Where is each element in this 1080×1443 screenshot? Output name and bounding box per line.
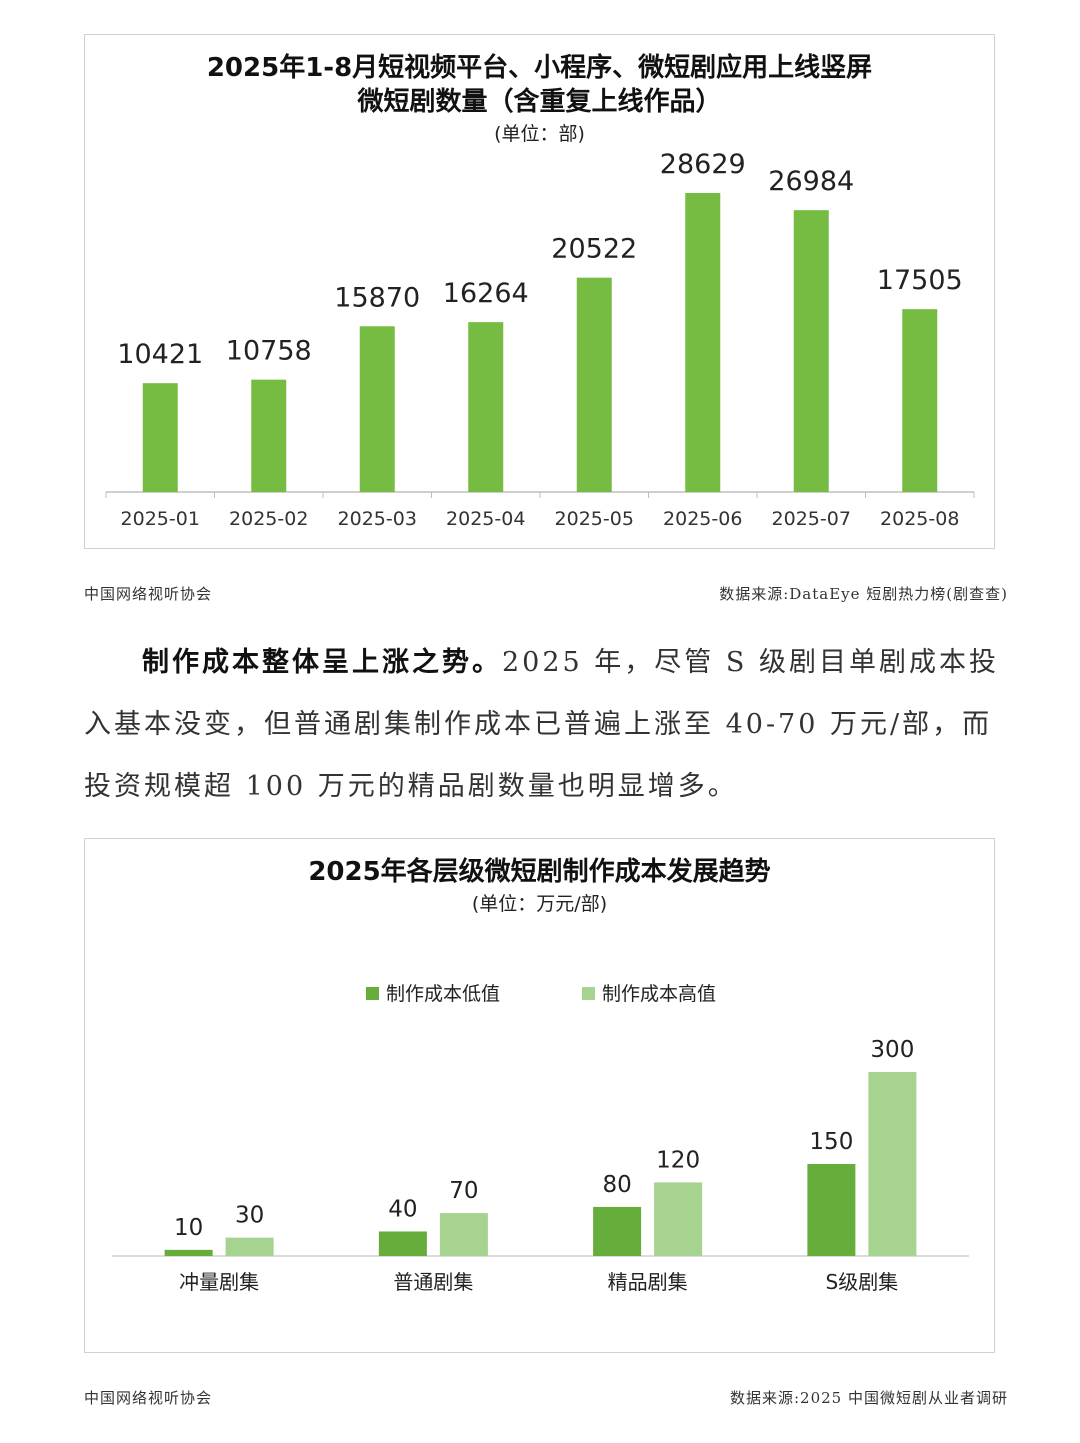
source-label-1: 数据来源:DataEye 短剧热力榜(剧查查) — [719, 585, 1008, 603]
x-tick-label: 2025-08 — [880, 508, 959, 530]
bar-value-label: 28629 — [660, 149, 746, 180]
bar-value-label: 120 — [656, 1147, 700, 1173]
bar-low — [807, 1164, 856, 1256]
bar — [902, 309, 938, 492]
source-label-2: 数据来源:2025 中国微短剧从业者调研 — [730, 1389, 1008, 1407]
chart-1-title-line-1: 2025年1-8月短视频平台、小程序、微短剧应用上线竖屏 — [206, 53, 873, 83]
legend-swatch — [582, 987, 595, 1000]
x-tick-label: S级剧集 — [826, 1270, 899, 1294]
x-tick-label: 2025-02 — [229, 508, 308, 530]
bar-value-label: 70 — [449, 1178, 478, 1204]
body-paragraph: 制作成本整体呈上涨之势。2025 年，尽管 S 级剧目单剧成本投入基本没变，但普… — [84, 632, 1010, 818]
bar — [359, 326, 395, 492]
x-tick-label: 2025-01 — [121, 508, 200, 530]
x-tick-label: 普通剧集 — [393, 1270, 473, 1294]
legend-label: 制作成本低值 — [386, 983, 500, 1005]
chart-1-plot: 10421 2025-01 10758 2025-02 15870 2025-03 1626… — [105, 149, 975, 530]
bar-value-label: 20522 — [551, 234, 637, 265]
x-tick-label: 精品剧集 — [608, 1270, 688, 1294]
bar-value-label: 80 — [602, 1172, 631, 1198]
bar — [251, 379, 287, 492]
bar-high — [654, 1182, 703, 1256]
chart-1-panel: 2025年1-8月短视频平台、小程序、微短剧应用上线竖屏 微短剧数量（含重复上线… — [84, 34, 995, 549]
chart-1-unit: (单位：部) — [494, 123, 585, 145]
body-lead-sentence: 制作成本整体呈上涨之势。 — [142, 647, 502, 678]
legend-label: 制作成本高值 — [602, 983, 716, 1005]
bar-value-label: 10 — [174, 1215, 203, 1241]
x-tick-label: 2025-03 — [338, 508, 417, 530]
bar-value-label: 300 — [870, 1037, 914, 1063]
bar-high — [439, 1213, 488, 1256]
bar — [793, 210, 829, 493]
bar — [468, 322, 504, 492]
bar-value-label: 30 — [235, 1203, 264, 1229]
bar — [576, 277, 612, 492]
bar-high — [868, 1072, 917, 1256]
bar-value-label: 16264 — [443, 278, 529, 309]
chart-2-panel: 2025年各层级微短剧制作成本发展趋势 (单位：万元/部) 10 30 冲量剧集 40… — [84, 838, 995, 1353]
org-label-2: 中国网络视听协会 — [84, 1389, 213, 1407]
chart-2-unit: (单位：万元/部) — [471, 893, 608, 915]
chart-2-title: 2025年各层级微短剧制作成本发展趋势 — [308, 857, 771, 887]
x-tick-label: 2025-05 — [555, 508, 634, 530]
bar-low — [378, 1231, 427, 1256]
x-tick-label: 2025-07 — [772, 508, 851, 530]
x-tick-label: 冲量剧集 — [179, 1270, 259, 1294]
bar-low — [593, 1206, 642, 1256]
legend-swatch — [366, 987, 379, 1000]
bar-value-label: 26984 — [768, 166, 854, 197]
org-label-1: 中国网络视听协会 — [84, 585, 213, 603]
bar-value-label: 40 — [388, 1196, 417, 1222]
bar — [685, 193, 721, 492]
bar-value-label: 10758 — [226, 336, 312, 367]
x-tick-label: 2025-04 — [446, 508, 525, 530]
bar-value-label: 10421 — [117, 339, 203, 370]
bar-value-label: 17505 — [877, 265, 963, 296]
bar — [142, 383, 178, 492]
bar-high — [225, 1237, 274, 1256]
body-text: 2025 年，尽管 S 级剧目单剧成本投入基本没变，但普通剧集制作成本已普遍上涨… — [84, 647, 999, 802]
chart-1-title-line-2: 微短剧数量（含重复上线作品） — [357, 87, 722, 117]
bar-value-label: 150 — [809, 1129, 853, 1155]
chart-2-plot: 10 30 冲量剧集 40 70 普通剧集 80 120 精品剧集 150 300 S级剧集 制作成本低… — [112, 983, 969, 1294]
x-tick-label: 2025-06 — [663, 508, 742, 530]
bar-low — [164, 1249, 213, 1256]
bar-value-label: 15870 — [334, 282, 420, 313]
